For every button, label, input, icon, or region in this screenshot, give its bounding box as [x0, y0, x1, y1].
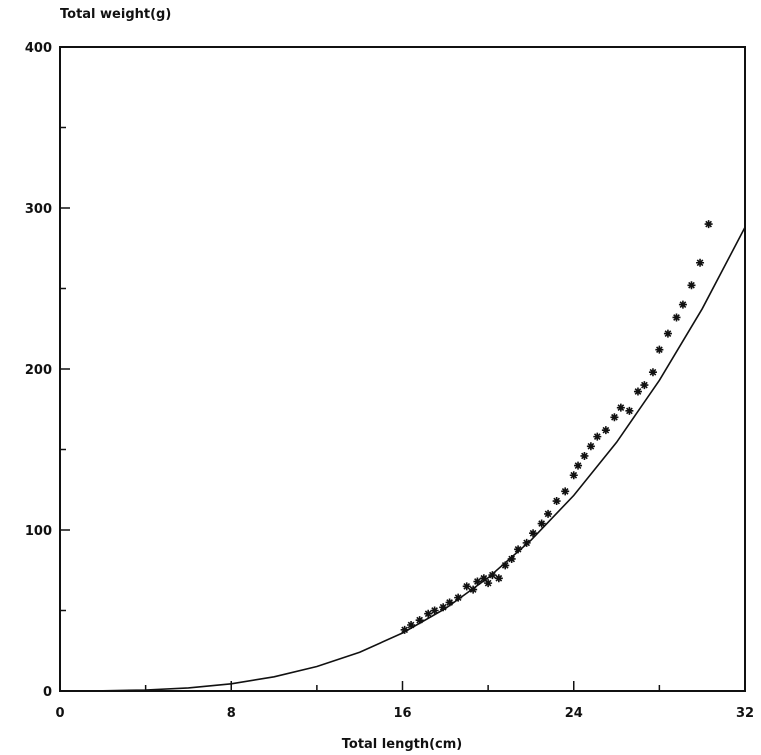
data-point — [522, 538, 531, 547]
y-tick-label: 400 — [25, 41, 52, 56]
data-point — [648, 368, 657, 377]
data-point — [462, 582, 471, 591]
data-point — [484, 579, 493, 588]
data-point — [400, 625, 409, 634]
data-point — [678, 300, 687, 309]
x-tick-label: 24 — [565, 706, 583, 721]
data-point — [704, 220, 713, 229]
y-tick-label: 0 — [43, 685, 52, 700]
x-tick-label: 32 — [736, 706, 754, 721]
y-tick-label: 200 — [25, 363, 52, 378]
tick-labels: 0 8 16 24 32 0 100 200 300 400 — [25, 41, 754, 721]
data-point — [569, 471, 578, 480]
data-point — [544, 509, 553, 518]
y-axis-label: Total weight(g) — [60, 7, 171, 22]
data-point — [424, 609, 433, 618]
tick-marks — [59, 46, 746, 692]
data-point — [445, 598, 454, 607]
data-point — [501, 561, 510, 570]
data-point — [430, 606, 439, 615]
data-point — [469, 585, 478, 594]
data-point — [454, 593, 463, 602]
data-point — [663, 329, 672, 338]
x-axis-label: Total length(cm) — [342, 737, 462, 752]
data-point — [473, 577, 482, 586]
data-point — [633, 387, 642, 396]
data-points — [400, 220, 713, 634]
data-point — [561, 487, 570, 496]
data-point — [593, 432, 602, 441]
data-point — [415, 616, 424, 625]
data-point — [640, 381, 649, 390]
x-tick-label: 0 — [55, 706, 64, 721]
data-point — [586, 442, 595, 451]
data-point — [529, 529, 538, 538]
data-point — [514, 545, 523, 554]
data-point — [479, 574, 488, 583]
data-point — [672, 313, 681, 322]
data-point — [601, 426, 610, 435]
data-point — [655, 345, 664, 354]
data-point — [625, 406, 634, 415]
y-tick-label: 300 — [25, 202, 52, 217]
y-tick-label: 100 — [25, 524, 52, 539]
data-point — [439, 603, 448, 612]
data-point — [687, 281, 696, 290]
data-point — [494, 574, 503, 583]
data-point — [507, 554, 516, 563]
data-point — [580, 451, 589, 460]
data-point — [488, 571, 497, 580]
x-tick-label: 8 — [227, 706, 236, 721]
data-point — [616, 403, 625, 412]
x-tick-label: 16 — [393, 706, 411, 721]
data-point — [552, 497, 561, 506]
data-point — [696, 258, 705, 267]
plot-frame — [59, 46, 746, 692]
fitted-curve — [102, 226, 746, 692]
data-point — [407, 620, 416, 629]
data-point — [537, 519, 546, 528]
data-point — [574, 461, 583, 470]
data-point — [610, 413, 619, 422]
